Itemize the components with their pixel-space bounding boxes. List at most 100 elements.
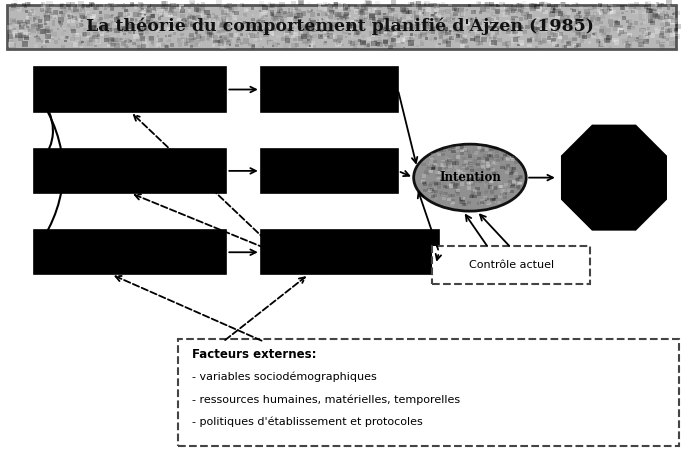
Bar (168, 13, 173, 17)
Bar (404, 7, 408, 10)
Bar (480, 161, 484, 165)
Bar (660, 15, 666, 20)
Bar (506, 30, 510, 33)
Bar (397, 21, 401, 25)
Bar (459, 30, 464, 34)
Bar (420, 40, 423, 42)
Bar (220, 41, 223, 44)
Bar (70, 9, 72, 11)
Bar (464, 40, 468, 43)
Bar (439, 35, 443, 39)
Bar (448, 147, 452, 151)
Bar (454, 9, 456, 11)
Bar (495, 9, 499, 13)
Bar (253, 32, 259, 37)
Bar (452, 161, 456, 165)
Bar (579, 14, 582, 18)
Bar (257, 26, 262, 30)
Bar (345, 7, 348, 10)
Bar (217, 34, 220, 37)
Bar (71, 18, 75, 22)
Bar (484, 191, 488, 194)
Bar (481, 202, 485, 206)
Bar (485, 6, 490, 9)
Bar (481, 166, 485, 169)
Bar (631, 10, 635, 13)
Bar (125, 14, 130, 20)
Bar (537, 25, 540, 27)
Bar (573, 38, 577, 41)
Bar (489, 42, 494, 46)
Bar (646, 6, 652, 10)
Bar (447, 194, 451, 198)
Bar (176, 20, 178, 22)
Bar (667, 7, 670, 10)
Bar (141, 37, 145, 40)
Bar (35, 26, 40, 31)
Bar (345, 33, 347, 34)
Bar (456, 155, 460, 159)
Bar (103, 46, 106, 48)
Bar (508, 174, 512, 178)
Bar (261, 20, 265, 23)
Bar (555, 15, 560, 20)
Bar (348, 40, 352, 44)
Bar (543, 18, 548, 23)
Bar (444, 33, 449, 36)
Bar (384, 25, 389, 29)
Bar (114, 22, 118, 26)
Bar (318, 6, 322, 10)
Bar (24, 30, 29, 34)
Bar (362, 27, 364, 29)
Bar (141, 40, 147, 44)
Bar (213, 40, 217, 43)
Bar (455, 161, 459, 165)
Bar (301, 8, 306, 12)
Bar (449, 20, 455, 24)
Bar (111, 21, 116, 25)
Bar (165, 35, 167, 37)
Bar (327, 8, 333, 13)
Bar (456, 190, 460, 193)
Bar (441, 38, 443, 40)
Bar (89, 37, 95, 42)
Bar (486, 165, 490, 168)
Bar (8, 42, 14, 47)
Bar (535, 46, 539, 48)
Bar (676, 24, 681, 29)
Bar (21, 23, 25, 26)
Bar (443, 29, 445, 31)
Bar (445, 156, 449, 159)
Bar (661, 2, 664, 5)
Bar (601, 13, 604, 15)
Bar (389, 27, 393, 30)
Bar (479, 202, 483, 205)
Bar (642, 15, 646, 19)
Bar (343, 27, 346, 30)
Bar (624, 32, 627, 34)
Bar (615, 38, 619, 41)
Bar (426, 11, 432, 16)
Bar (45, 4, 50, 8)
Bar (627, 33, 632, 38)
Bar (435, 171, 439, 174)
Bar (449, 184, 453, 187)
Bar (394, 37, 400, 43)
Bar (501, 193, 506, 196)
Bar (421, 163, 425, 166)
Bar (634, 21, 638, 25)
Bar (375, 27, 381, 33)
Bar (123, 32, 126, 35)
Bar (494, 195, 498, 199)
Bar (139, 33, 143, 36)
Bar (670, 33, 674, 37)
Bar (344, 28, 348, 32)
Bar (300, 12, 306, 16)
Bar (53, 14, 58, 18)
Bar (276, 12, 281, 17)
Bar (307, 10, 309, 13)
Bar (104, 5, 108, 8)
Bar (45, 11, 49, 14)
Bar (318, 34, 323, 39)
Bar (397, 27, 402, 31)
